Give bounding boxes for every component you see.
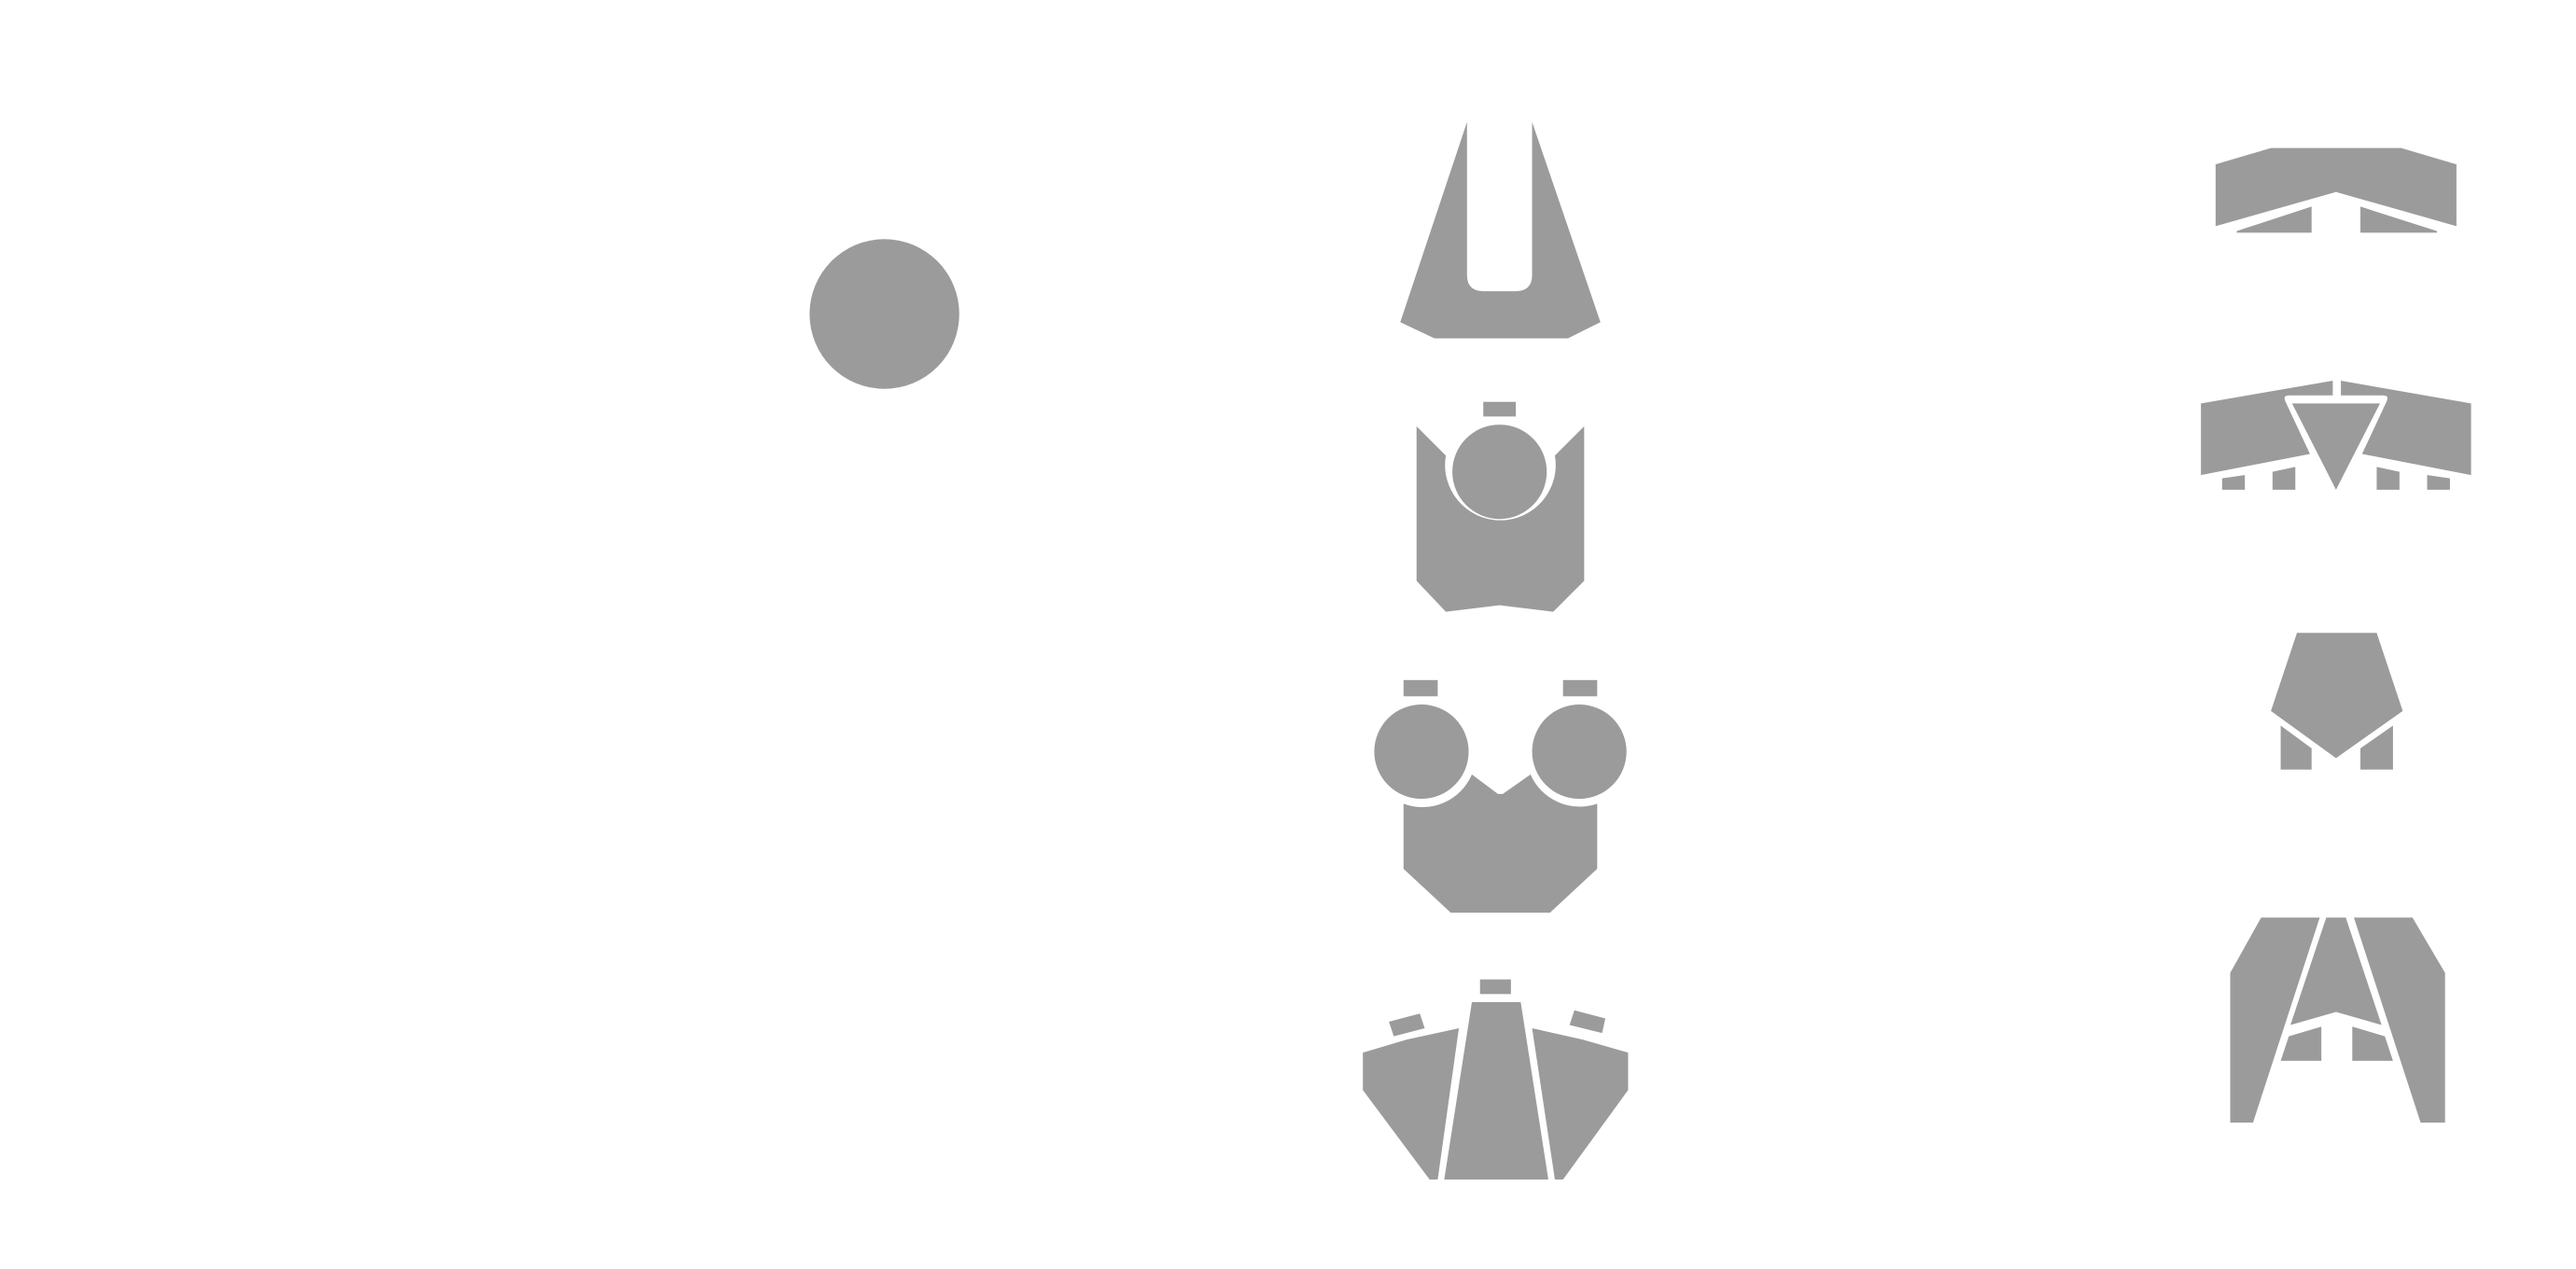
split-wing-piece[interactable] (2201, 381, 2471, 490)
twin-fin-piece[interactable] (2230, 917, 2445, 1123)
pentagon-hull-piece[interactable] (2271, 633, 2403, 770)
thruster-nozzle-piece[interactable] (1400, 121, 1601, 339)
double-turret-body-piece[interactable] (1374, 679, 1627, 913)
core-circle-piece[interactable] (809, 239, 959, 389)
wing-pod-piece[interactable] (1363, 979, 1629, 1180)
swept-wing-piece[interactable] (2215, 147, 2457, 233)
single-turret-body-piece[interactable] (1416, 401, 1585, 612)
